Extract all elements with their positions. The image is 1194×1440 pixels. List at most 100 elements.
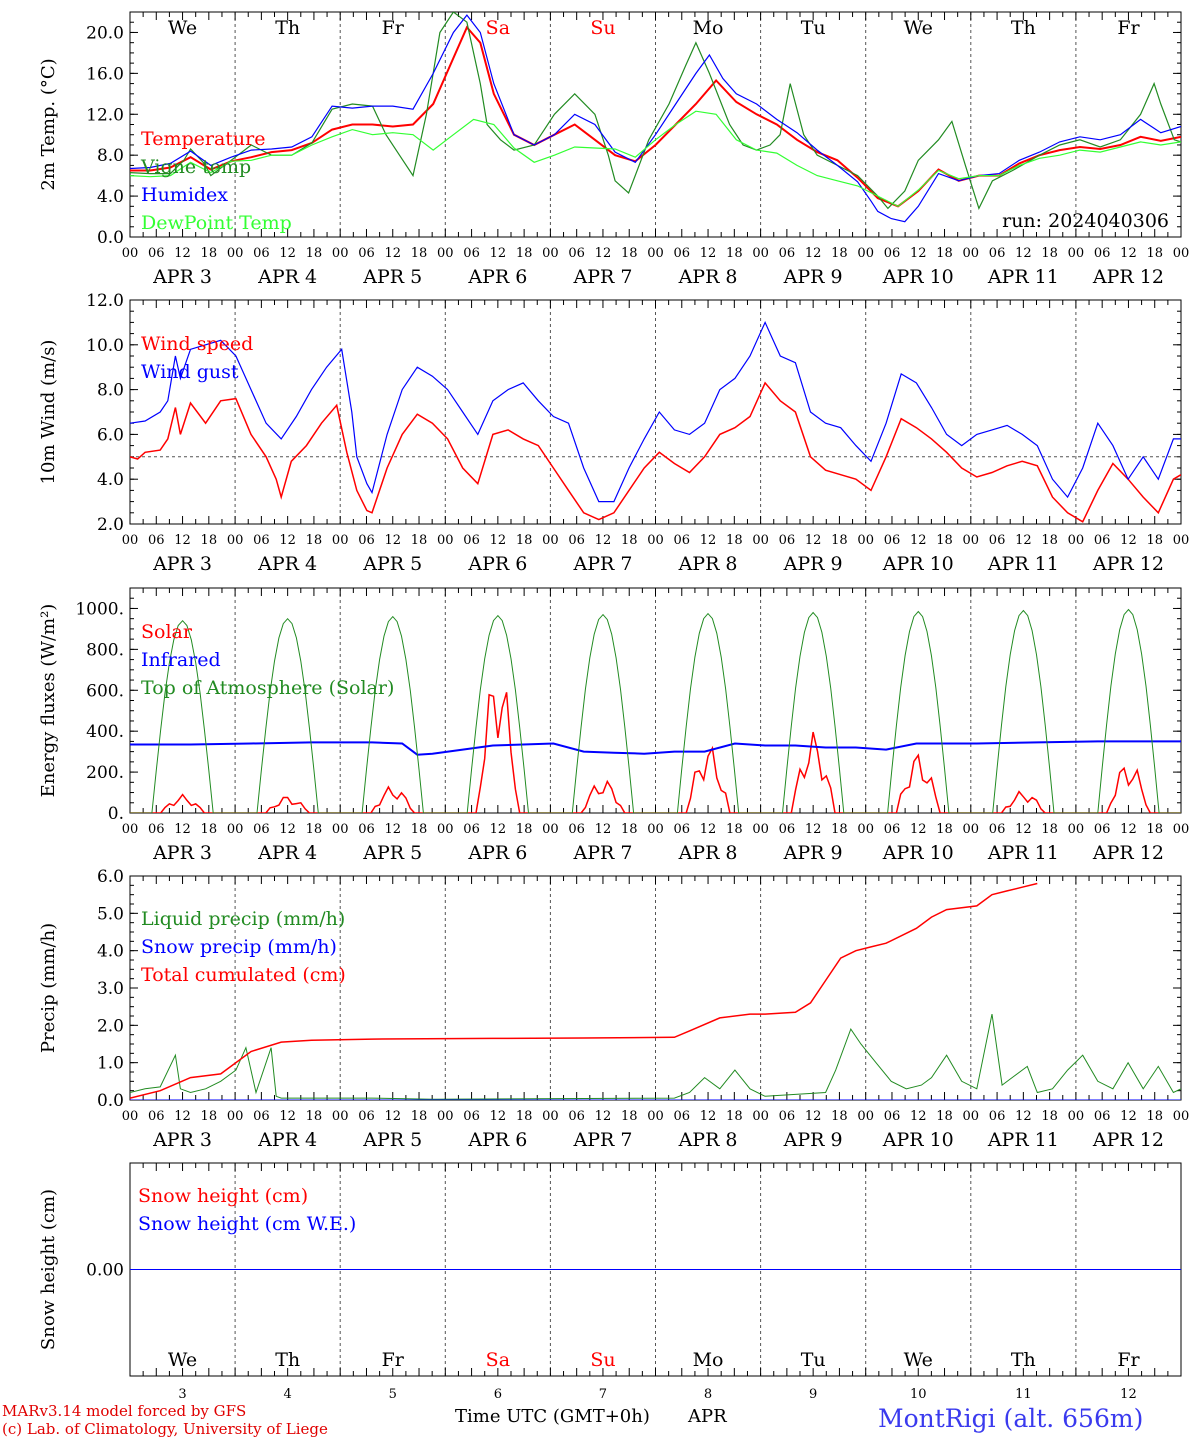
y-axis-label: Precip (mm/h) (38, 923, 59, 1053)
hour-tick-label: 00 (963, 246, 980, 261)
y-tick-label: 4.0 (97, 942, 124, 962)
hour-tick-label: 00 (437, 246, 454, 261)
hour-tick-label: 00 (963, 1109, 980, 1124)
date-label: APR 11 (987, 1129, 1059, 1151)
hour-tick-label: 06 (779, 246, 796, 261)
series-line-dewpoint-temp (130, 110, 1181, 208)
hour-tick-label: 12 (595, 533, 612, 548)
weekday-label: Mo (693, 1349, 724, 1371)
hour-tick-label: 06 (253, 246, 270, 261)
hour-tick-label: 06 (1094, 533, 1111, 548)
y-tick-label: 4.0 (97, 470, 124, 490)
hour-tick-label: 12 (384, 246, 401, 261)
hour-tick-label: 06 (253, 1109, 270, 1124)
date-label: APR 5 (362, 553, 422, 575)
date-label: APR 3 (152, 266, 212, 288)
hour-tick-label: 00 (963, 822, 980, 837)
legend-entry: Wind speed (141, 333, 253, 355)
date-label: APR 4 (257, 553, 317, 575)
hour-tick-label: 00 (752, 246, 769, 261)
series-line-total-cumulated-cm- (130, 882, 1038, 1099)
hour-tick-label: 12 (1120, 246, 1137, 261)
hour-tick-label: 00 (122, 246, 139, 261)
date-label: APR 4 (257, 842, 317, 864)
legend-entry: Snow height (cm) (138, 1185, 308, 1207)
hour-tick-label: 18 (201, 822, 218, 837)
hour-tick-label: 00 (857, 533, 874, 548)
hour-tick-label: 00 (647, 1109, 664, 1124)
weekday-label: Tu (801, 17, 826, 39)
date-label: APR 12 (1092, 1129, 1164, 1151)
hour-tick-label: 00 (437, 822, 454, 837)
hour-tick-label: 00 (122, 533, 139, 548)
hour-tick-label: 00 (1068, 822, 1085, 837)
hour-tick-label: 00 (332, 822, 349, 837)
weekday-label: Fr (382, 1349, 405, 1371)
weekday-label: We (168, 17, 197, 39)
legend-entry: DewPoint Temp (141, 212, 292, 234)
date-label: APR 3 (152, 842, 212, 864)
hour-tick-label: 00 (647, 246, 664, 261)
hour-tick-label: 00 (122, 1109, 139, 1124)
legend-entry: Temperature (141, 128, 265, 150)
hour-tick-label: 12 (490, 246, 507, 261)
hour-tick-label: 18 (306, 533, 323, 548)
hour-tick-label: 06 (568, 822, 585, 837)
y-tick-label: 12.0 (86, 105, 124, 125)
plot-frame (129, 587, 1182, 814)
hour-tick-label: 18 (726, 1109, 743, 1124)
hour-tick-label: 18 (1146, 1109, 1163, 1124)
hour-tick-label: 18 (516, 533, 533, 548)
hour-tick-label: 06 (568, 533, 585, 548)
hour-tick-label: 12 (910, 1109, 927, 1124)
hour-tick-label: 12 (279, 1109, 296, 1124)
hour-tick-label: 12 (1120, 1109, 1137, 1124)
hour-tick-label: 18 (831, 246, 848, 261)
date-label: APR 9 (783, 266, 843, 288)
hour-tick-label: 00 (332, 1109, 349, 1124)
hour-tick-label: 06 (989, 533, 1006, 548)
day-number-label: 7 (599, 1387, 607, 1402)
hour-tick-label: 00 (857, 1109, 874, 1124)
hour-tick-label: 00 (227, 246, 244, 261)
series-line-infrared (130, 740, 1181, 756)
legend-entry: Snow precip (mm/h) (141, 936, 337, 958)
hour-tick-label: 18 (621, 822, 638, 837)
y-tick-label: 8.0 (97, 381, 124, 401)
weekday-label: Sa (486, 1349, 510, 1371)
hour-tick-label: 00 (647, 822, 664, 837)
hour-tick-label: 06 (989, 822, 1006, 837)
y-tick-label: 0.00 (86, 1261, 124, 1281)
hour-tick-label: 00 (1173, 533, 1190, 548)
hour-tick-label: 06 (568, 246, 585, 261)
hour-tick-label: 12 (174, 822, 191, 837)
y-tick-label: 4.0 (97, 187, 124, 207)
date-label: APR 5 (362, 1129, 422, 1151)
hour-tick-label: 00 (542, 1109, 559, 1124)
y-tick-label: 200. (86, 763, 124, 783)
y-tick-label: 3.0 (97, 979, 124, 999)
day-number-label: 4 (284, 1387, 292, 1402)
weekday-label: Fr (1117, 17, 1140, 39)
hour-tick-label: 18 (306, 1109, 323, 1124)
hour-tick-label: 12 (1015, 246, 1032, 261)
y-tick-label: 600. (86, 681, 124, 701)
hour-tick-label: 12 (910, 822, 927, 837)
weekday-label: Su (590, 1349, 615, 1371)
hour-tick-label: 06 (779, 822, 796, 837)
date-label: APR 10 (882, 553, 954, 575)
hour-tick-label: 00 (332, 533, 349, 548)
weekday-label: Sa (486, 17, 510, 39)
hour-tick-label: 12 (700, 246, 717, 261)
series-line-wind-gust (130, 320, 1181, 503)
date-label: APR 5 (362, 266, 422, 288)
hour-tick-label: 12 (805, 1109, 822, 1124)
hour-tick-label: 18 (936, 1109, 953, 1124)
date-label: APR 6 (467, 266, 527, 288)
panel-5: 0.00 Snow height (cm) We Th Fr Sa Su Mo Tu We Th Fr… (38, 1162, 1182, 1402)
hour-tick-label: 12 (279, 822, 296, 837)
date-label: APR 11 (987, 266, 1059, 288)
y-tick-label: 6.0 (97, 867, 124, 887)
series-line-humidex (130, 14, 1181, 223)
hour-tick-label: 06 (148, 246, 165, 261)
